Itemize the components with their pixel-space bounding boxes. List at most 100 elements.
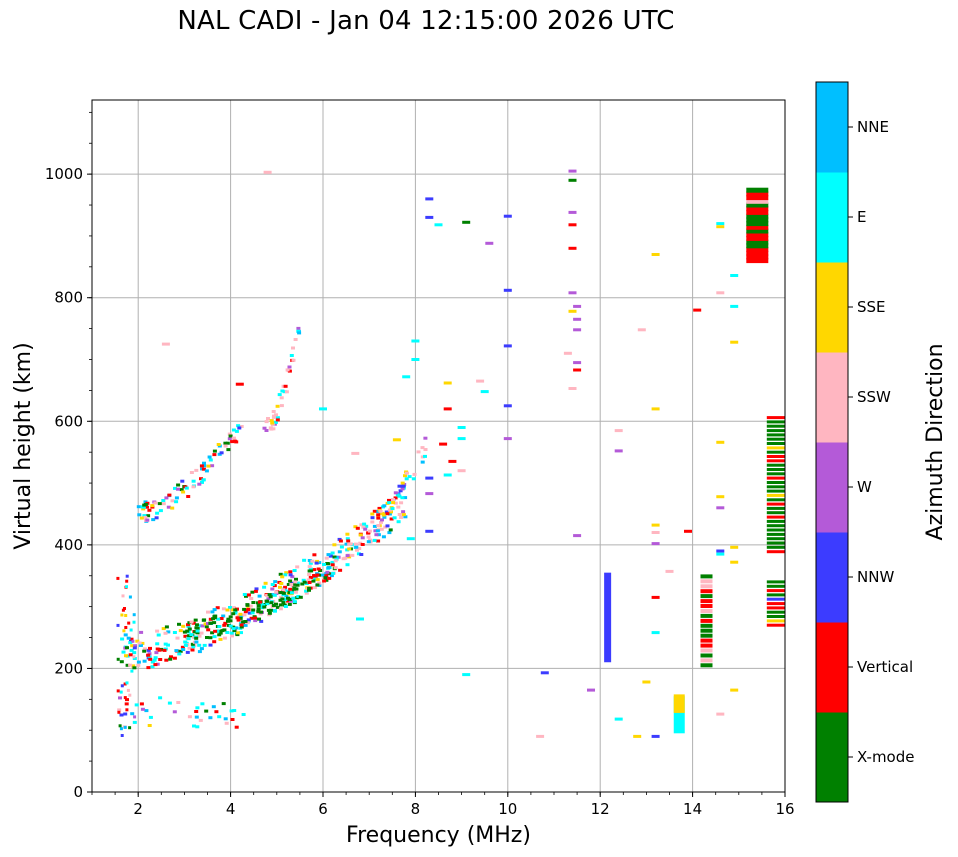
echo-mark bbox=[263, 581, 268, 585]
colorbar-label: SSE bbox=[857, 298, 886, 316]
echo-mark bbox=[314, 561, 319, 565]
echo-mark bbox=[423, 436, 428, 440]
echo-mark bbox=[232, 629, 237, 633]
echo-mark bbox=[381, 513, 386, 517]
echo-mark bbox=[251, 601, 256, 604]
echo-mark bbox=[651, 734, 660, 738]
echo-mark bbox=[300, 582, 305, 586]
echo-mark bbox=[412, 472, 417, 476]
echo-mark bbox=[137, 641, 142, 645]
echo-mark bbox=[246, 605, 251, 609]
echo-mark bbox=[249, 597, 254, 600]
echo-mark bbox=[700, 604, 713, 608]
echo-mark bbox=[378, 509, 383, 513]
echo-mark bbox=[398, 489, 403, 493]
echo-mark bbox=[700, 589, 713, 594]
echo-mark bbox=[366, 531, 371, 535]
echo-mark bbox=[181, 624, 186, 628]
echo-mark bbox=[166, 630, 171, 634]
echo-mark bbox=[125, 579, 129, 583]
echo-mark bbox=[117, 710, 121, 714]
echo-mark bbox=[130, 644, 134, 648]
echo-mark bbox=[227, 437, 232, 441]
echo-mark bbox=[387, 498, 391, 502]
colorbar-label: E bbox=[857, 208, 866, 226]
echo-mark bbox=[242, 593, 247, 596]
y-tick-label: 1000 bbox=[45, 165, 83, 183]
echo-mark bbox=[284, 594, 289, 598]
echo-mark bbox=[123, 725, 127, 729]
echo-mark bbox=[131, 639, 135, 643]
echo-mark bbox=[201, 478, 206, 482]
echo-mark bbox=[328, 554, 333, 558]
echo-mark bbox=[700, 613, 713, 618]
echo-mark bbox=[231, 612, 236, 616]
echo-mark bbox=[503, 437, 512, 441]
echo-mark bbox=[259, 610, 264, 614]
y-tick-label: 600 bbox=[54, 412, 83, 430]
echo-mark bbox=[746, 247, 769, 252]
echo-mark bbox=[235, 616, 240, 620]
echo-mark bbox=[364, 524, 369, 528]
echo-mark bbox=[269, 601, 274, 605]
echo-mark bbox=[746, 254, 769, 260]
echo-mark bbox=[164, 658, 169, 662]
echo-mark bbox=[234, 725, 239, 729]
colorbar-label: NNE bbox=[857, 118, 889, 136]
echo-mark bbox=[187, 634, 192, 638]
echo-mark bbox=[215, 629, 220, 633]
echo-mark bbox=[204, 709, 209, 713]
echo-mark bbox=[359, 553, 364, 556]
echo-mark bbox=[206, 622, 210, 625]
echo-mark bbox=[174, 496, 179, 500]
echo-mark bbox=[400, 481, 405, 485]
echo-mark bbox=[266, 608, 271, 612]
echo-mark bbox=[246, 608, 251, 611]
echo-mark bbox=[716, 225, 725, 229]
echo-mark bbox=[746, 191, 769, 197]
echo-mark bbox=[221, 607, 226, 611]
echo-mark bbox=[387, 512, 392, 516]
echo-mark bbox=[462, 220, 471, 224]
echo-mark bbox=[208, 617, 213, 621]
echo-mark bbox=[142, 514, 147, 518]
colorbar-frame bbox=[815, 81, 849, 803]
echo-mark bbox=[716, 549, 725, 553]
echo-mark bbox=[170, 506, 175, 510]
echo-mark bbox=[139, 630, 144, 634]
echo-mark bbox=[304, 591, 309, 595]
echo-mark bbox=[358, 541, 363, 545]
echo-mark bbox=[746, 243, 769, 249]
echo-mark bbox=[129, 648, 134, 652]
echo-mark bbox=[766, 537, 785, 541]
echo-mark bbox=[256, 604, 261, 608]
echo-mark bbox=[124, 626, 128, 629]
echo-mark bbox=[120, 684, 124, 688]
echo-mark bbox=[125, 574, 129, 578]
echo-mark bbox=[730, 545, 739, 549]
echo-mark bbox=[278, 591, 283, 595]
echo-mark bbox=[766, 450, 785, 454]
echo-mark bbox=[420, 460, 425, 464]
echo-mark bbox=[425, 529, 434, 533]
echo-mark bbox=[253, 619, 258, 623]
echo-mark bbox=[288, 599, 293, 603]
echo-mark bbox=[289, 591, 294, 595]
echo-mark bbox=[195, 725, 200, 729]
echo-mark bbox=[228, 615, 233, 619]
echo-mark bbox=[199, 631, 204, 635]
echo-mark bbox=[730, 560, 739, 564]
echo-mark bbox=[271, 410, 276, 413]
echo-mark bbox=[302, 580, 307, 584]
echo-mark bbox=[333, 566, 338, 570]
echo-mark bbox=[746, 221, 769, 227]
echo-mark bbox=[700, 623, 713, 628]
echo-mark bbox=[262, 585, 267, 589]
echo-mark bbox=[275, 416, 280, 420]
echo-mark bbox=[136, 660, 141, 664]
echo-mark bbox=[210, 610, 215, 614]
echo-mark bbox=[130, 669, 134, 673]
echo-mark bbox=[766, 485, 785, 489]
echo-mark bbox=[476, 379, 485, 383]
echo-mark bbox=[217, 625, 222, 629]
